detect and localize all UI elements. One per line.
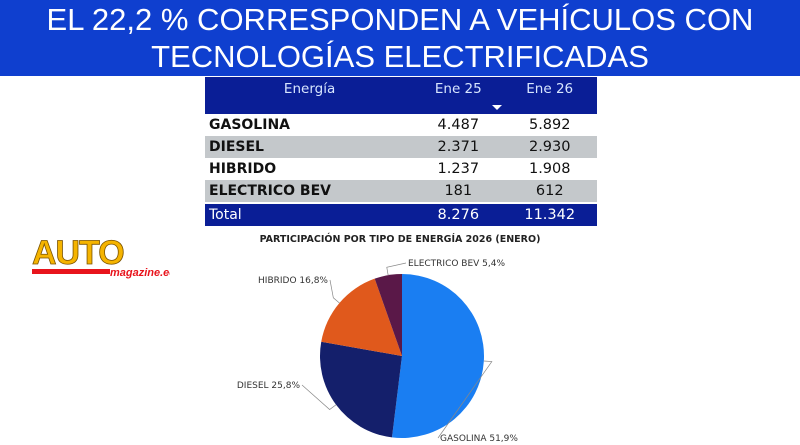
leader-line bbox=[386, 262, 407, 276]
leader-line bbox=[301, 384, 337, 410]
table-row: ELECTRICO BEV 181 612 bbox=[205, 180, 597, 203]
total-ene26: 11.342 bbox=[502, 202, 597, 226]
headline-line-2: TECNOLOGÍAS ELECTRIFICADAS bbox=[151, 39, 649, 74]
table-total-row: Total 8.276 11.342 bbox=[205, 202, 597, 226]
cell-ene26: 612 bbox=[502, 180, 597, 203]
col-ene26[interactable]: Ene 26 bbox=[502, 77, 597, 114]
pie-slice-diesel bbox=[320, 341, 402, 438]
cell-ene26: 1.908 bbox=[528, 161, 571, 177]
row-label: GASOLINA bbox=[209, 117, 290, 133]
automagazine-logo: AUTO magazine.ec bbox=[32, 234, 170, 279]
cell-ene25: 181 bbox=[414, 180, 503, 203]
data-label: DIESEL 25,8% bbox=[237, 381, 301, 391]
row-label: HIBRIDO bbox=[209, 161, 277, 177]
sort-desc-icon[interactable] bbox=[492, 105, 503, 110]
svg-text:AUTO: AUTO bbox=[32, 234, 124, 272]
table-header: Energía Ene 25 Ene 26 bbox=[205, 77, 597, 114]
cell-ene25: 1.237 bbox=[437, 161, 480, 177]
leader-line bbox=[329, 279, 340, 304]
leader-line bbox=[437, 360, 493, 439]
total-ene25: 8.276 bbox=[414, 202, 503, 226]
headline-line-1: EL 22,2 % CORRESPONDEN A VEHÍCULOS CON bbox=[46, 2, 754, 37]
pie-slice-gasolina bbox=[391, 274, 484, 438]
col-ene25[interactable]: Ene 25 bbox=[414, 77, 503, 114]
col-ene25-label: Ene 25 bbox=[434, 81, 482, 97]
total-label: Total bbox=[205, 202, 415, 226]
cell-ene25: 2.371 bbox=[414, 136, 503, 158]
row-label: DIESEL bbox=[205, 136, 415, 158]
headline-banner: EL 22,2 % CORRESPONDEN A VEHÍCULOS CON T… bbox=[0, 0, 800, 76]
cell-ene26: 5.892 bbox=[528, 117, 571, 133]
row-label: ELECTRICO BEV bbox=[205, 180, 415, 203]
svg-text:magazine.ec: magazine.ec bbox=[110, 267, 170, 279]
cell-ene25: 4.487 bbox=[437, 117, 480, 133]
data-label: HIBRIDO 16,8% bbox=[258, 276, 328, 286]
cell-ene26: 2.930 bbox=[502, 136, 597, 158]
table-row: HIBRIDO 1.237 1.908 bbox=[205, 158, 597, 180]
energy-table: Energía Ene 25 Ene 26 GASOLINA 4.487 5.892… bbox=[205, 77, 597, 226]
data-label: ELECTRICO BEV 5,4% bbox=[408, 259, 505, 269]
pie-slice-electrico-bev bbox=[374, 274, 402, 356]
table-row: DIESEL 2.371 2.930 bbox=[205, 136, 597, 158]
chart-title: PARTICIPACIÓN POR TIPO DE ENERGÍA 2026 (… bbox=[259, 234, 541, 245]
table-row: GASOLINA 4.487 5.892 bbox=[205, 114, 597, 136]
data-label: GASOLINA 51,9% bbox=[440, 434, 518, 444]
pie-slice-hibrido bbox=[321, 278, 402, 356]
col-energia[interactable]: Energía bbox=[205, 77, 415, 114]
